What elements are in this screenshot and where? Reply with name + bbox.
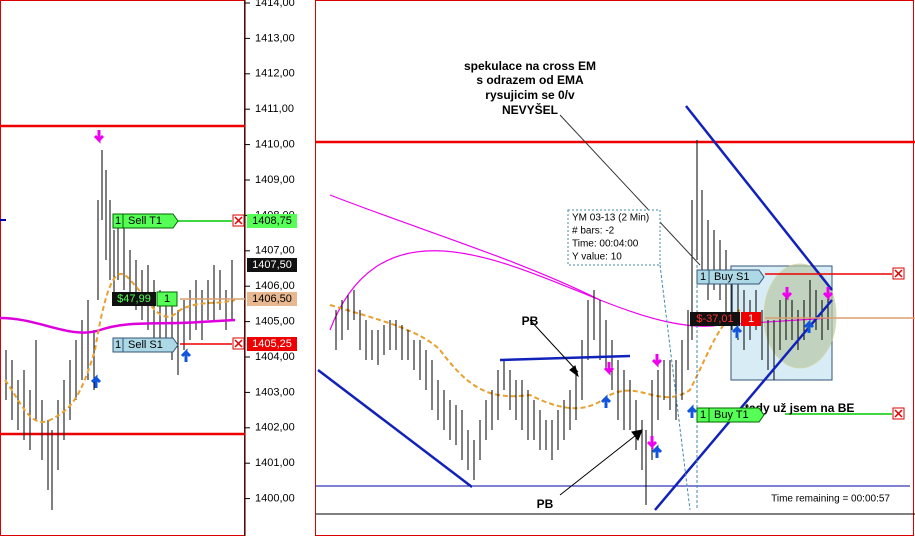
price-axis: 1414,00 1413,00 1412,00 1411,00 1410,00 1409,…	[245, 0, 295, 505]
axis-label: 1406,00	[255, 280, 295, 292]
time-remaining: Time remaining = 00:00:57	[771, 494, 890, 505]
order-label: Buy S1	[714, 271, 749, 283]
signal-arrow	[93, 130, 105, 144]
pb-label: PB	[537, 497, 554, 511]
cancel-icon	[894, 409, 903, 418]
axis-label: 1410,00	[255, 139, 295, 151]
info-line: Time: 00:04:00	[572, 239, 639, 250]
annotation-pointer	[559, 114, 701, 266]
axis-label: 1414,00	[255, 0, 295, 9]
axis-label: 1400,00	[255, 493, 295, 505]
info-line: Y value: 10	[572, 252, 622, 263]
cancel-icon	[234, 339, 243, 348]
slow-ma	[329, 250, 831, 331]
info-box	[567, 209, 661, 266]
axis-label: 1404,00	[255, 351, 295, 363]
qty-box	[156, 291, 178, 307]
cancel-icon	[234, 216, 243, 225]
order-tag[interactable]	[122, 213, 179, 229]
order-label: Sell S1	[128, 339, 163, 351]
cursor-line	[659, 264, 691, 511]
annotation-line: NEVYŠEL	[502, 102, 558, 117]
price-marker-label: 1405,25	[252, 338, 292, 350]
annotation-line: s odrazem od EMA	[476, 73, 584, 87]
axis-label: 1402,00	[255, 422, 295, 434]
order-tag[interactable]	[708, 269, 765, 285]
annotation-line: rysujicim se 0/v	[485, 88, 575, 102]
signal-arrow	[600, 319, 815, 458]
price-marker	[247, 292, 297, 306]
price-marker-label: 1406,50	[252, 293, 292, 305]
order-label: Buy T1	[714, 409, 749, 421]
price-marker-label: 1408,75	[252, 215, 292, 227]
price-marker	[247, 214, 297, 228]
qty: 1	[748, 313, 754, 325]
qty: 1	[700, 271, 706, 283]
price-marker	[247, 258, 297, 272]
highlight-ellipse	[763, 263, 837, 369]
order-tag[interactable]	[708, 407, 765, 423]
order-tag[interactable]	[122, 337, 179, 353]
axis-label: 1401,00	[255, 457, 295, 469]
pb-label: PB	[522, 314, 539, 328]
price-marker	[247, 337, 297, 351]
trend-line	[685, 105, 833, 291]
pb-arrow	[529, 319, 579, 378]
axis-label: 1411,00	[255, 103, 294, 115]
signal-arrow	[90, 374, 102, 388]
signal-arrow	[180, 348, 192, 362]
trend-line	[654, 299, 833, 511]
qty: 1	[115, 339, 121, 351]
qty: 1	[700, 409, 706, 421]
fast-ma	[4, 272, 236, 423]
pnl-box	[690, 312, 740, 326]
pnl: $-37,01	[696, 313, 733, 325]
qty: 1	[115, 215, 121, 227]
axis-label: 1403,00	[255, 386, 295, 398]
pnl: $47,99	[117, 293, 151, 305]
cancel-icon	[894, 269, 903, 278]
annotation-line: spekulace na cross EM	[464, 59, 596, 73]
price-marker-label: 1407,50	[252, 259, 292, 271]
be-note: tady už jsem na BE	[745, 401, 854, 415]
slow-ma	[329, 194, 601, 301]
axis-label: 1409,00	[255, 174, 295, 186]
order-label: Sell T1	[128, 215, 162, 227]
axis-label: 1407,00	[255, 245, 295, 257]
pb-arrow	[559, 429, 643, 496]
info-line: # bars: -2	[572, 226, 615, 237]
pnl-box	[112, 292, 156, 306]
signal-arrow	[603, 287, 834, 450]
axis-label: 1405,00	[255, 316, 295, 328]
info-line: YM 03-13 (2 Min)	[572, 213, 649, 224]
axis-label: 1413,00	[255, 32, 295, 44]
qty-box	[741, 312, 761, 326]
slow-ma	[0, 316, 236, 334]
qty: 1	[164, 293, 170, 305]
axis-label: 1412,00	[255, 68, 295, 80]
trend-line	[317, 369, 473, 488]
